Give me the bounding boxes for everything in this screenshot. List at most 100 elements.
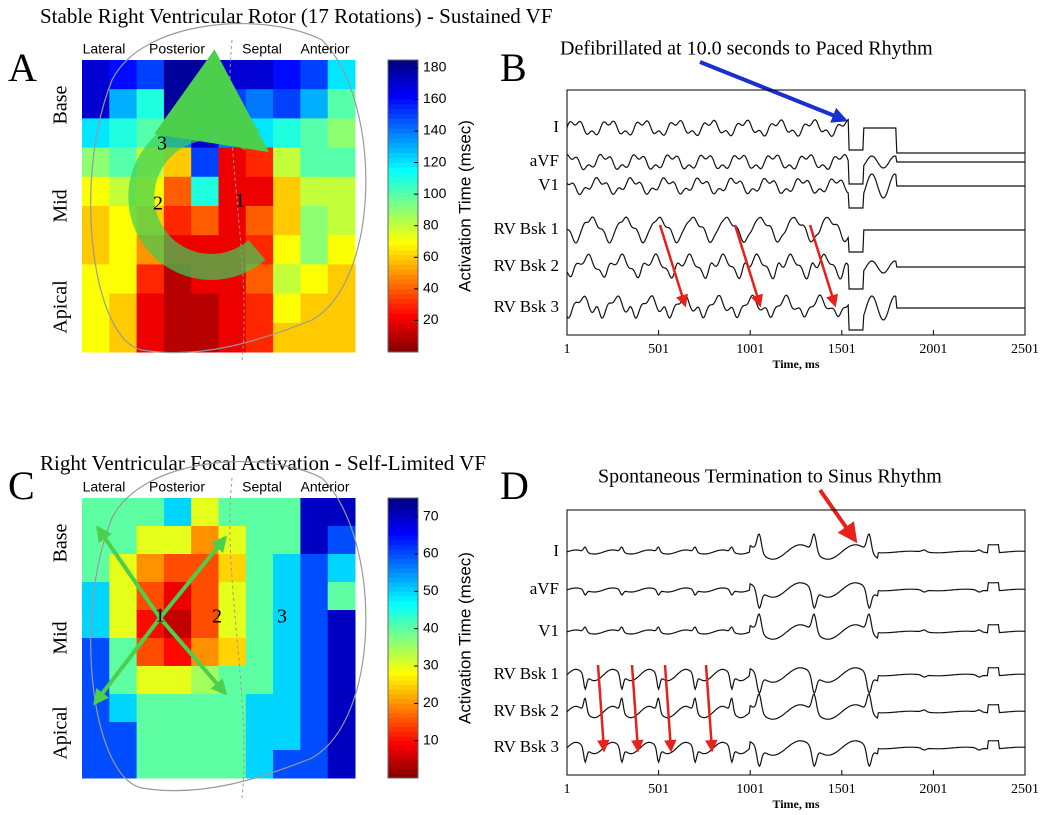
colorbar-segment: [388, 206, 418, 212]
heatmap-cell: [163, 60, 192, 90]
heatmap-cell: [136, 666, 165, 695]
heatmap-cell: [300, 60, 329, 90]
heatmap-cell: [327, 526, 356, 555]
panel-letter: B: [500, 45, 527, 90]
heatmap-cell: [163, 89, 192, 119]
colorbar-segment: [388, 605, 418, 611]
heatmap-cell: [273, 235, 301, 265]
heatmap-cell: [218, 176, 247, 207]
heatmap-cell: [273, 147, 301, 178]
colorbar-segment: [388, 694, 418, 700]
row-label: Apical: [50, 706, 72, 760]
colorbar-segment: [388, 549, 418, 555]
channel-label: RV Bsk 1: [494, 219, 559, 238]
colorbar-segment: [388, 210, 418, 217]
colorbar-segment: [388, 89, 418, 95]
heatmap-cell: [245, 610, 274, 639]
colorbar-segment: [388, 526, 418, 532]
colorbar-segment: [388, 684, 418, 690]
column-label: Lateral: [83, 479, 126, 495]
colorbar-segment: [388, 157, 418, 163]
heatmap-cell: [300, 610, 329, 639]
colorbar-segment: [388, 162, 418, 168]
heatmap-cell: [273, 264, 301, 295]
focal-arrow: [93, 616, 162, 706]
heatmap-cell: [273, 498, 301, 527]
heatmap-cell: [245, 554, 274, 583]
colorbar-segment: [388, 235, 418, 241]
ecg-trace: [566, 118, 1025, 154]
colorbar-segment: [388, 64, 418, 71]
heatmap-cell: [273, 554, 301, 583]
heatmap-cell: [163, 554, 192, 583]
colorbar-segment: [388, 540, 418, 546]
ecg-trace: [566, 153, 1025, 185]
colorbar-segment: [388, 563, 418, 569]
heatmap-cell: [327, 147, 356, 178]
x-tick-label: 1: [564, 782, 571, 797]
colorbar-segment: [388, 759, 418, 765]
colorbar-frame: [387, 59, 419, 353]
heatmap-cell: [218, 60, 247, 90]
colorbar-segment: [388, 191, 418, 197]
colorbar-tick-label: 40: [423, 619, 439, 635]
column-label: Septal: [242, 479, 282, 495]
heatmap-cell: [82, 89, 110, 119]
colorbar-segment: [388, 666, 418, 672]
heatmap-cell: [191, 722, 219, 751]
heatmap-cell: [300, 694, 329, 723]
focal-arrow: [158, 535, 228, 620]
colorbar-segment: [388, 708, 418, 714]
column-label: Lateral: [83, 41, 126, 57]
colorbar-segment: [388, 698, 418, 704]
heatmap-cell: [245, 526, 274, 555]
colorbar-segment: [388, 507, 418, 513]
colorbar-tick-label: 40: [423, 280, 439, 296]
heatmap-cell: [191, 498, 219, 527]
heatmap-cell: [273, 638, 301, 667]
heatmap-cell: [245, 89, 274, 119]
region-number: 3: [157, 133, 167, 155]
colorbar-segment: [388, 502, 418, 508]
conduction-arrow: [658, 224, 688, 308]
row-label: Base: [50, 85, 72, 124]
heatmap-cell: [136, 322, 165, 353]
channel-label: I: [553, 541, 559, 560]
heatmap-cell: [273, 206, 301, 236]
region-number: 2: [212, 606, 222, 628]
plot-frame: [566, 509, 1026, 776]
colorbar-segment: [388, 764, 418, 770]
colorbar-segment: [388, 60, 418, 66]
heatmap-cell: [218, 554, 247, 583]
heatmap-cell: [136, 750, 165, 779]
heatmap-cell: [163, 293, 192, 324]
heatmap-cell: [273, 60, 301, 90]
heatmap-cell: [191, 582, 219, 611]
heatmap-cell: [82, 322, 110, 353]
row-label: Base: [50, 523, 72, 562]
heatmap-cell: [273, 722, 301, 751]
heatmap-cell: [82, 722, 110, 751]
heart-outline: [90, 461, 367, 792]
colorbar-segment: [388, 288, 418, 295]
heatmap-cell: [245, 147, 274, 178]
colorbar-segment: [388, 689, 418, 695]
heatmap-cell: [300, 498, 329, 527]
heatmap-cell: [191, 176, 219, 207]
colorbar-segment: [388, 94, 418, 100]
heatmap-cell: [300, 264, 329, 295]
heatmap-cell: [245, 694, 274, 723]
region-number: 2: [153, 193, 163, 215]
heatmap-cell: [136, 264, 165, 295]
heatmap-cell: [191, 694, 219, 723]
heatmap-cell: [245, 176, 274, 207]
row-label: Apical: [50, 280, 72, 334]
heatmap-cell: [82, 60, 110, 90]
colorbar-label: Activation Time (msec): [455, 552, 474, 724]
colorbar-segment: [388, 225, 418, 231]
colorbar-segment: [388, 670, 418, 676]
heatmap-cell: [191, 60, 219, 90]
figure-title: Stable Right Ventricular Rotor (17 Rotat…: [40, 4, 553, 28]
colorbar-segment: [388, 244, 418, 251]
